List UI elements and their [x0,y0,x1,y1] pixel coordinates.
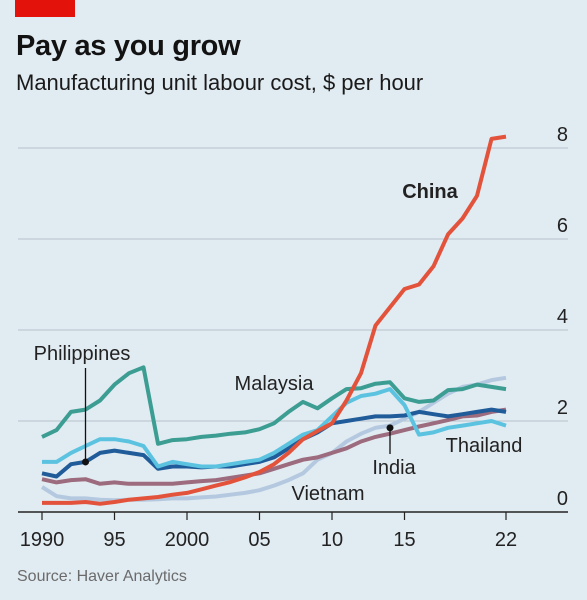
series-label-india: India [372,457,416,479]
series-label-vietnam: Vietnam [291,483,364,505]
series-label-china: China [402,181,458,203]
y-tick-label: 2 [557,397,568,419]
series-label-thailand: Thailand [446,435,523,457]
series-line-malaysia [41,365,507,446]
series-line-china [42,134,507,506]
y-tick-label: 8 [557,124,568,146]
series-lines [40,134,507,506]
x-tick-label: 22 [495,529,517,551]
source-note: Source: Haver Analytics [17,568,187,585]
grid-lines [18,147,568,513]
series-line-india [41,407,507,486]
leader-dot-india [386,424,394,432]
y-tick-label: 0 [557,488,568,510]
x-tick-label: 15 [393,529,415,551]
leader-dot-philippines [82,458,89,466]
y-tick-label: 6 [557,215,568,237]
x-tick-label: 10 [321,529,343,551]
x-tick-label: 2000 [165,529,210,551]
y-tick-label: 4 [557,306,568,328]
series-label-malaysia: Malaysia [235,373,315,395]
brand-red-tab [15,0,75,17]
series-label-philippines: Philippines [34,343,131,365]
x-tick-label: 05 [248,529,270,551]
x-tick-label: 1990 [20,529,65,551]
axis-ticks: 0 2 4 6 8 1990 95 2000 05 10 15 22 [20,124,568,551]
series-line-philippines [41,407,507,479]
series-labels: China Malaysia Thailand India Philippines Vie… [34,181,523,505]
chart-subtitle: Manufacturing unit labour cost, $ per ho… [16,70,424,95]
x-tick-label: 95 [103,529,125,551]
series-line-thailand [42,387,507,469]
chart-title: Pay as you grow [16,30,241,62]
